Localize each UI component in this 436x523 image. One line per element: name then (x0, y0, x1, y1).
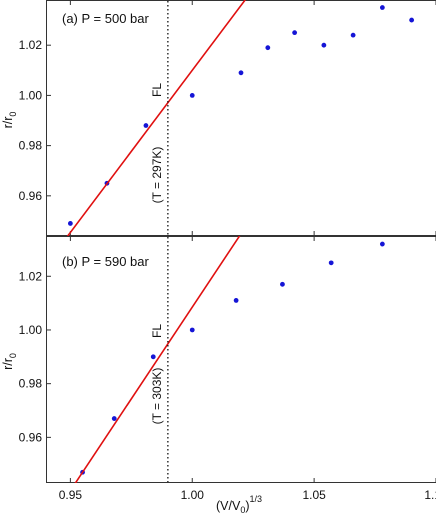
plot-frame (46, 0, 436, 236)
y-tick-label: 0.98 (19, 377, 43, 391)
y-tick-label: 0.96 (19, 430, 43, 444)
fl-label: FL (150, 324, 164, 338)
y-axis-label: r/r0 (1, 353, 18, 370)
y-axis-label-sub: 0 (8, 112, 18, 117)
data-point (409, 17, 415, 23)
data-point (67, 221, 73, 226)
data-point (189, 327, 195, 333)
y-tick-label: 1.02 (19, 38, 43, 52)
y-axis-label-sub: 0 (8, 353, 18, 358)
x-axis-label-exp: 1/3 (250, 494, 263, 504)
y-tick-label: 1.00 (19, 323, 43, 337)
fl-label: FL (150, 83, 164, 97)
data-point (233, 298, 239, 303)
data-point (350, 32, 356, 38)
y-tick-label: 0.98 (19, 139, 43, 153)
fl-temperature-label: (T = 297K) (150, 147, 164, 204)
x-axis-label-main: (V/V (216, 499, 241, 513)
plot-frame (46, 236, 436, 483)
data-point (111, 416, 117, 421)
x-tick-label: 1.05 (302, 488, 326, 502)
y-tick-label: 0.96 (19, 189, 43, 203)
x-tick-label: 1.10 (424, 488, 436, 502)
data-point (379, 5, 385, 10)
data-point (189, 93, 195, 98)
x-tick-label: 0.95 (59, 488, 83, 502)
data-point (379, 241, 385, 247)
panel-title: (b) P = 590 bar (62, 254, 150, 269)
y-tick-label: 1.02 (19, 269, 43, 283)
fit-line (74, 236, 241, 483)
y-axis-label: r/r0 (1, 112, 18, 129)
x-axis-label-text: (V/V0)1/3 (216, 494, 262, 515)
fit-line (66, 0, 247, 236)
data-point (321, 42, 327, 48)
x-tick-label: 1.00 (181, 488, 205, 502)
x-axis-label-sub: 0 (240, 505, 245, 515)
data-point (143, 123, 149, 128)
panel-b: 0.96 0.98 1.00 1.02 0.95 1.00 1.05 1.10 FL (T = 3… (1, 236, 436, 502)
data-point (292, 30, 298, 36)
data-point (238, 70, 244, 76)
x-axis-label-close: ) (245, 499, 249, 513)
x-axis-label: (V/V0)1/3 (216, 494, 262, 515)
data-point (328, 260, 334, 266)
fl-temperature-label: (T = 303K) (150, 368, 164, 425)
panel-title: (a) P = 500 bar (62, 11, 150, 26)
data-point (150, 354, 156, 360)
y-axis-label-main: r/r (1, 358, 15, 370)
y-tick-label: 1.00 (19, 88, 43, 102)
panel-a: 0.96 0.98 1.00 1.02 FL (T = 297K) (a) P = 500 … (1, 0, 436, 236)
data-point (280, 281, 285, 287)
y-axis-label-main: r/r (1, 117, 15, 129)
data-point (265, 45, 271, 51)
